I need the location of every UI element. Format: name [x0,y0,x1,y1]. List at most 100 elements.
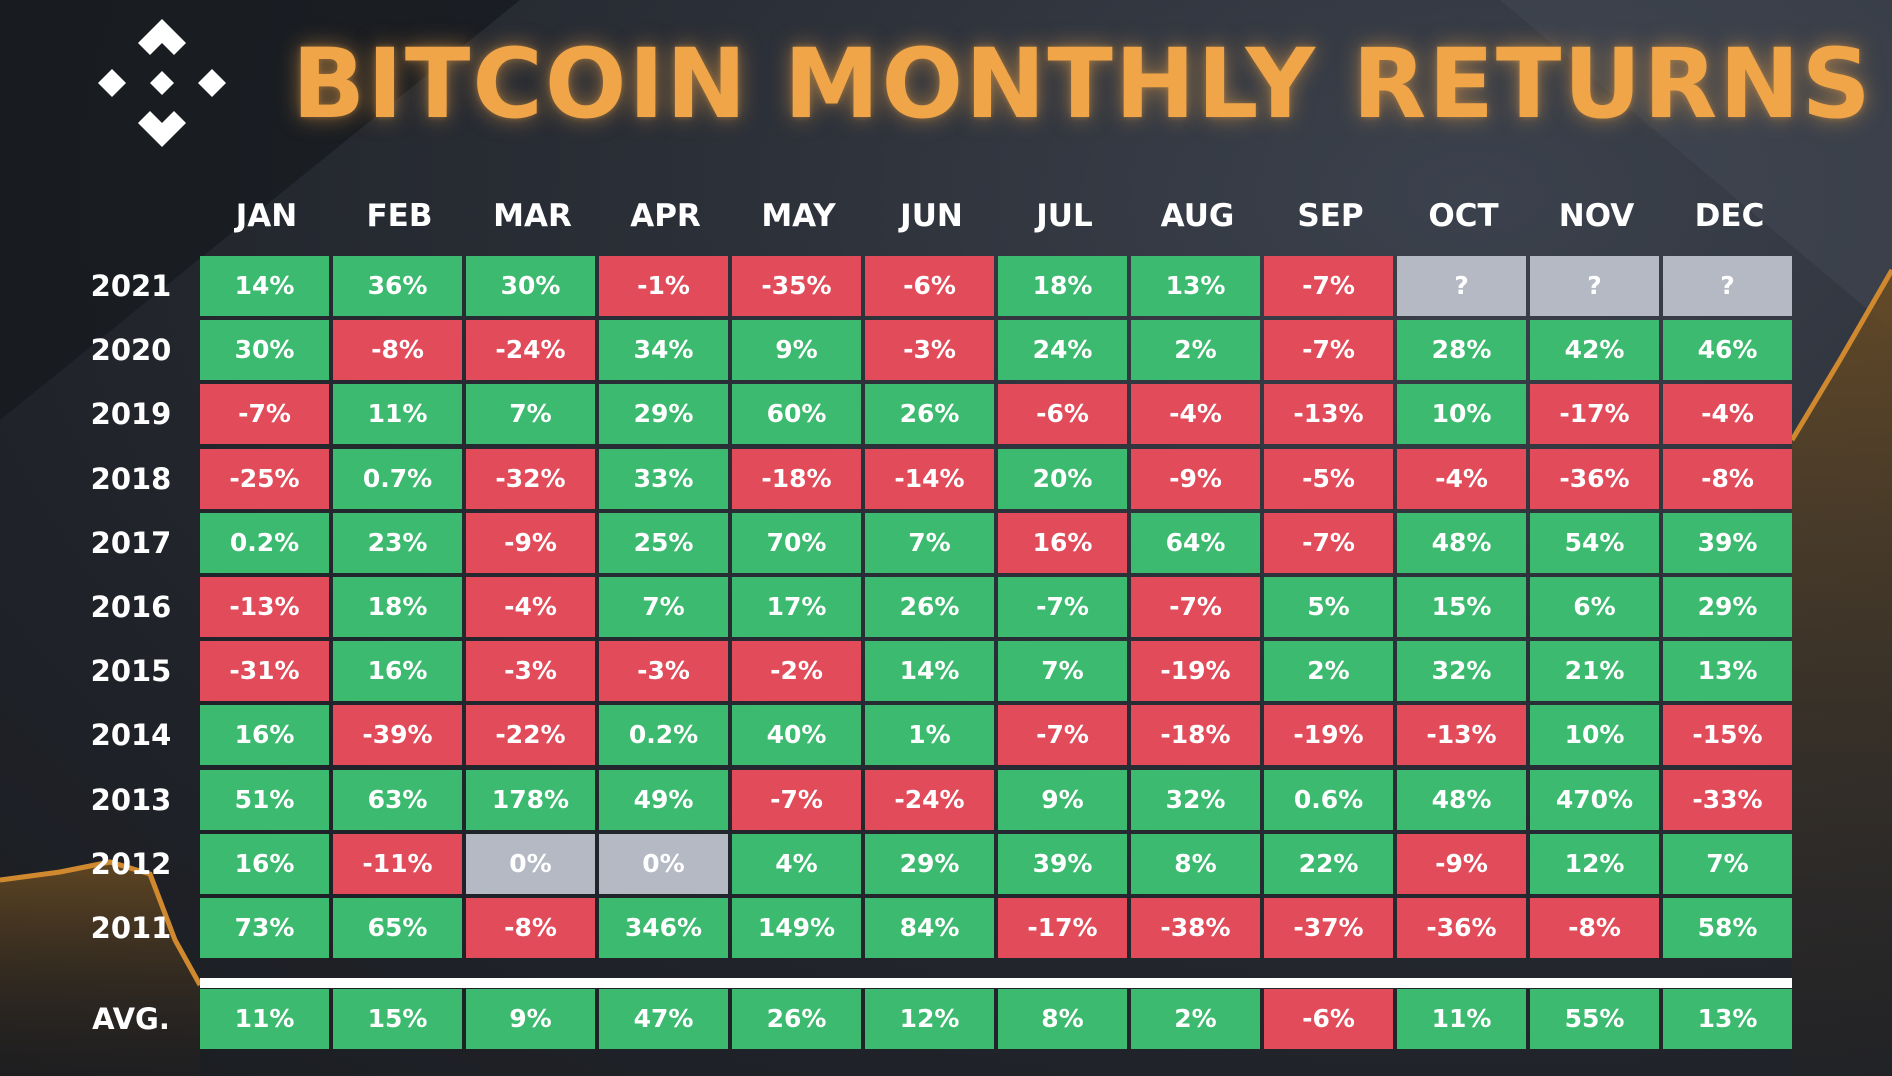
column-header-jan: JAN [235,198,298,234]
column-header-apr: APR [630,198,701,234]
heatmap-cell: -4% [1663,384,1792,445]
heatmap-cell: 7% [599,577,728,637]
heatmap-cell: 32% [1131,769,1260,830]
average-cell: 13% [1663,989,1792,1049]
heatmap-cell: 6% [1530,577,1659,637]
heatmap-cell: -9% [466,512,595,573]
heatmap-cell: -4% [1131,384,1260,445]
heatmap-cell: ? [1397,256,1526,316]
row-label-average: AVG. [92,1002,170,1036]
heatmap-cell: 0% [599,833,728,894]
heatmap-cell: 36% [333,256,462,316]
heatmap-cell: 54% [1530,512,1659,573]
average-cell: 26% [732,989,861,1049]
heatmap-cell: 14% [200,256,329,316]
average-cell: 11% [200,989,329,1049]
heatmap-cell: 16% [200,833,329,894]
heatmap-cell: 7% [865,512,994,573]
average-cell: 47% [599,989,728,1049]
column-header-feb: FEB [366,198,433,234]
heatmap-cell: -14% [865,448,994,509]
heatmap-cell: 29% [1663,577,1792,637]
column-header-aug: AUG [1160,198,1235,234]
row-label-2016: 2016 [90,590,172,624]
heatmap-cell: 470% [1530,769,1659,830]
heatmap-cell: -13% [200,577,329,637]
heatmap-cell: ? [1530,256,1659,316]
heatmap-cell: 28% [1397,320,1526,381]
dark-corner-panel [0,0,520,420]
heatmap-cell: 7% [1663,833,1792,894]
heatmap-cell: -19% [1131,641,1260,702]
heatmap-cell: 9% [732,320,861,381]
heatmap-cell: 39% [998,833,1127,894]
row-label-2019: 2019 [90,397,172,432]
heatmap-cell: -7% [998,705,1127,766]
row-label-2011: 2011 [90,911,172,945]
heatmap-cell: 64% [1131,512,1260,573]
row-label-2020: 2020 [90,333,172,368]
heatmap-cell: 8% [1131,833,1260,894]
heatmap-cell: 48% [1397,769,1526,830]
column-header-jun: JUN [900,198,963,234]
heatmap-cell: 32% [1397,641,1526,702]
heatmap-cell: 0.6% [1264,769,1393,830]
heatmap-cell: -33% [1663,769,1792,830]
row-label-2018: 2018 [90,461,172,496]
heatmap-cell: -7% [1131,577,1260,637]
heatmap-cell: 7% [998,641,1127,702]
heatmap-cell: -3% [466,641,595,702]
heatmap-cell: 63% [333,769,462,830]
heatmap-cell: -17% [998,898,1127,958]
row-label-2012: 2012 [90,846,172,881]
heatmap-cell: -8% [333,320,462,381]
heatmap-cell: 16% [333,641,462,702]
heatmap-cell: 49% [599,769,728,830]
heatmap-cell: -19% [1264,705,1393,766]
heatmap-cell: 18% [998,256,1127,316]
heatmap-cell: 0.2% [200,512,329,573]
heatmap-cell: -13% [1397,705,1526,766]
heatmap-cell: -22% [466,705,595,766]
heatmap-cell: 73% [200,898,329,958]
column-header-oct: OCT [1428,198,1499,234]
heatmap-cell: -15% [1663,705,1792,766]
average-cell: 8% [998,989,1127,1049]
column-header-may: MAY [761,198,836,234]
heatmap-cell: -18% [732,448,861,509]
heatmap-cell: 21% [1530,641,1659,702]
heatmap-cell: -39% [333,705,462,766]
heatmap-cell: 0% [466,833,595,894]
heatmap-cell: -7% [1264,320,1393,381]
heatmap-cell: -7% [1264,256,1393,316]
heatmap-cell: 34% [599,320,728,381]
heatmap-cell: 7% [466,384,595,445]
heatmap-cell: 30% [200,320,329,381]
heatmap-cell: ? [1663,256,1792,316]
row-label-2015: 2015 [90,654,172,689]
heatmap-cell: 42% [1530,320,1659,381]
heatmap-cell: 12% [1530,833,1659,894]
page-title: BITCOIN MONTHLY RETURNS [292,28,1873,140]
row-label-2021: 2021 [90,269,172,303]
heatmap-cell: -4% [466,577,595,637]
heatmap-cell: -36% [1397,898,1526,958]
column-header-jul: JUL [1036,198,1093,234]
heatmap-cell: 46% [1663,320,1792,381]
heatmap-cell: 2% [1264,641,1393,702]
price-area-left [0,862,200,1076]
average-cell: -6% [1264,989,1393,1049]
heatmap-cell: 39% [1663,512,1792,573]
heatmap-cell: 29% [865,833,994,894]
column-header-dec: DEC [1694,198,1765,234]
heatmap-cell: -6% [865,256,994,316]
heatmap-cell: -9% [1397,833,1526,894]
heatmap-cell: 17% [732,577,861,637]
heatmap-cell: 346% [599,898,728,958]
row-label-2017: 2017 [90,525,172,560]
column-header-mar: MAR [493,198,572,234]
heatmap-cell: 15% [1397,577,1526,637]
heatmap-cell: -31% [200,641,329,702]
heatmap-cell: 24% [998,320,1127,381]
